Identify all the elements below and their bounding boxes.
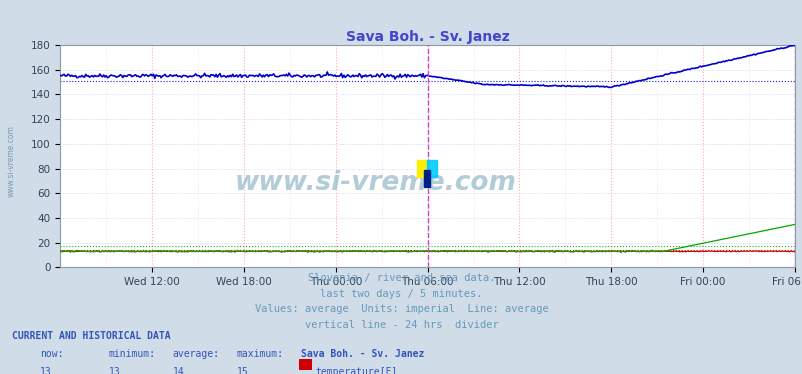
- Text: maximum:: maximum:: [237, 349, 284, 359]
- Text: 13: 13: [108, 367, 120, 374]
- Text: 13: 13: [40, 367, 52, 374]
- Text: Slovenia / river and sea data.: Slovenia / river and sea data.: [307, 273, 495, 283]
- Bar: [416, 160, 427, 177]
- Text: vertical line - 24 hrs  divider: vertical line - 24 hrs divider: [304, 320, 498, 330]
- Text: temperature[F]: temperature[F]: [315, 367, 397, 374]
- Text: www.si-vreme.com: www.si-vreme.com: [6, 125, 15, 197]
- Text: now:: now:: [40, 349, 63, 359]
- Text: www.si-vreme.com: www.si-vreme.com: [235, 170, 516, 196]
- Text: Values: average  Units: imperial  Line: average: Values: average Units: imperial Line: av…: [254, 304, 548, 315]
- Text: minimum:: minimum:: [108, 349, 156, 359]
- Text: average:: average:: [172, 349, 220, 359]
- Text: CURRENT AND HISTORICAL DATA: CURRENT AND HISTORICAL DATA: [12, 331, 171, 341]
- Bar: [423, 170, 429, 187]
- Text: last two days / 5 minutes.: last two days / 5 minutes.: [320, 289, 482, 299]
- Text: Sava Boh. - Sv. Janez: Sava Boh. - Sv. Janez: [301, 349, 424, 359]
- Title: Sava Boh. - Sv. Janez: Sava Boh. - Sv. Janez: [346, 30, 508, 44]
- Bar: [427, 160, 436, 177]
- Text: 14: 14: [172, 367, 184, 374]
- Text: 15: 15: [237, 367, 249, 374]
